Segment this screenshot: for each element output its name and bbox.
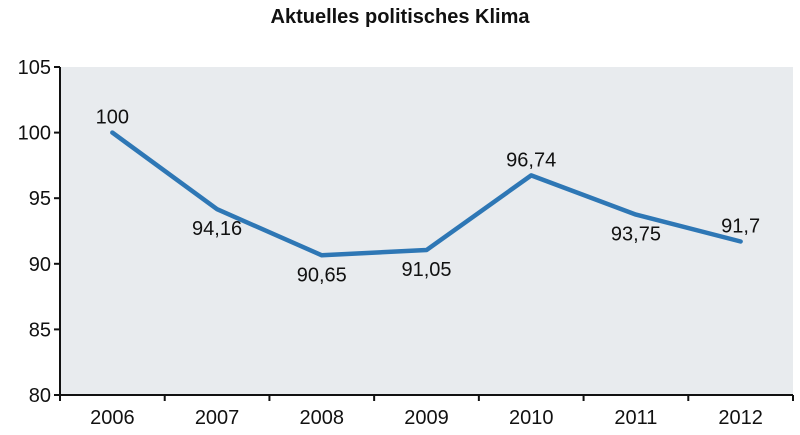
data-labels: 100 94,16 90,65 91,05 96,74 93,75 91,7 — [96, 107, 760, 287]
chart-title: Aktuelles politisches Klima — [270, 6, 530, 28]
series-line — [110, 130, 743, 258]
data-label: 96,74 — [506, 149, 556, 171]
y-tick-label: 90 — [29, 254, 51, 276]
x-tick-label: 2009 — [404, 407, 449, 429]
data-label: 93,75 — [611, 224, 661, 246]
x-axis: 2006 2007 2008 2009 2010 2011 2012 — [59, 395, 794, 429]
data-label: 94,16 — [192, 218, 242, 240]
plot-area — [60, 67, 793, 395]
x-tick-label: 2011 — [614, 407, 657, 429]
x-tick-label: 2012 — [718, 407, 763, 429]
y-tick-label: 85 — [29, 319, 51, 341]
data-label: 90,65 — [297, 264, 347, 286]
y-tick-label: 95 — [29, 188, 51, 210]
x-tick-label: 2008 — [300, 407, 345, 429]
y-tick-label: 100 — [18, 123, 51, 145]
x-tick-label: 2006 — [90, 407, 135, 429]
y-tick-label: 105 — [18, 57, 51, 79]
data-label: 91,7 — [721, 215, 760, 237]
data-label: 91,05 — [401, 259, 451, 281]
y-axis: 80 85 90 95 100 105 — [18, 57, 60, 407]
y-tick-label: 80 — [29, 385, 51, 407]
data-label: 100 — [96, 107, 129, 129]
x-tick-label: 2007 — [195, 407, 240, 429]
x-tick-label: 2010 — [509, 407, 554, 429]
